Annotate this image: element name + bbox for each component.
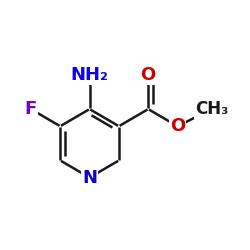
Text: O: O bbox=[170, 117, 185, 135]
Text: NH₂: NH₂ bbox=[70, 66, 108, 84]
Text: CH₃: CH₃ bbox=[195, 100, 228, 118]
Text: O: O bbox=[140, 66, 156, 84]
Text: F: F bbox=[25, 100, 37, 118]
Text: N: N bbox=[82, 168, 97, 186]
